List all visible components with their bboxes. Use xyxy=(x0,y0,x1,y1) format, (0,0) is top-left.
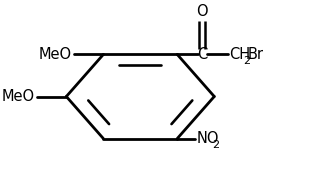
Text: O: O xyxy=(196,4,208,19)
Text: 2: 2 xyxy=(212,140,219,150)
Text: C: C xyxy=(197,47,207,62)
Text: 2: 2 xyxy=(244,56,251,66)
Text: CH: CH xyxy=(230,47,251,62)
Text: MeO: MeO xyxy=(39,47,72,62)
Text: NO: NO xyxy=(196,131,219,146)
Text: Br: Br xyxy=(247,47,264,62)
Text: MeO: MeO xyxy=(2,89,35,104)
